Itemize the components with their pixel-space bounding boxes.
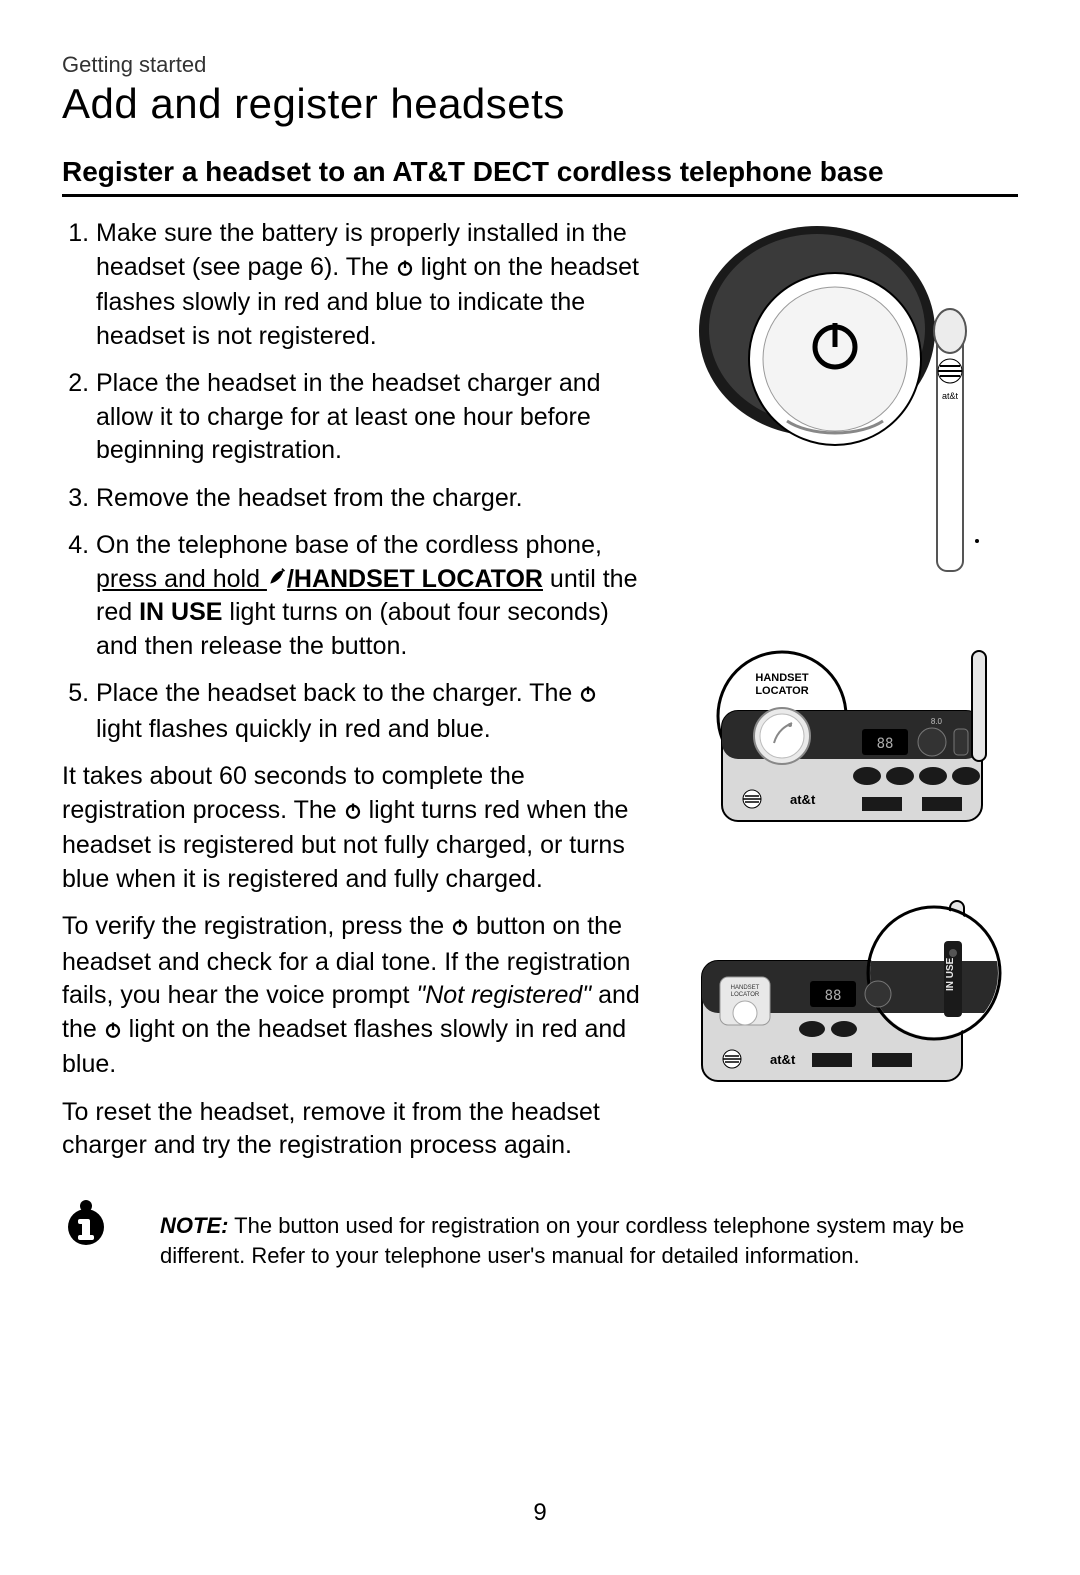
step-4: On the telephone base of the cordless ph… bbox=[96, 529, 642, 663]
step-5: Place the headset back to the charger. T… bbox=[96, 677, 642, 746]
power-icon bbox=[344, 796, 362, 830]
para2-a: To verify the registration, press the bbox=[62, 912, 451, 940]
image-column: at&t 88 bbox=[666, 217, 1018, 1163]
step-4-text-b: press and hold bbox=[96, 565, 267, 593]
svg-text:8.0: 8.0 bbox=[931, 717, 943, 726]
power-icon bbox=[396, 253, 414, 287]
step-4-text-e: IN USE bbox=[139, 598, 222, 626]
svg-text:HANDSET: HANDSET bbox=[731, 985, 760, 991]
svg-text:88: 88 bbox=[825, 988, 842, 1004]
svg-text:LOCATOR: LOCATOR bbox=[755, 685, 808, 697]
note-label: NOTE: bbox=[160, 1213, 228, 1238]
page-number: 9 bbox=[0, 1499, 1080, 1527]
step-4-text-c: /HANDSET LOCATOR bbox=[287, 565, 543, 593]
para2-c: "Not registered" bbox=[416, 981, 591, 1009]
manual-page: Getting started Add and register headset… bbox=[0, 0, 1080, 1575]
step-5-text-b: light flashes quickly in red and blue. bbox=[96, 715, 491, 743]
figure-base-inuse: IN USE HANDSET LOCATOR 88 bbox=[682, 881, 1002, 1111]
para2-e: light on the headset flashes slowly in r… bbox=[62, 1015, 626, 1079]
svg-text:HANDSET: HANDSET bbox=[755, 672, 808, 684]
content-columns: Make sure the battery is properly instal… bbox=[62, 217, 1018, 1163]
paragraph-3: To reset the headset, remove it from the… bbox=[62, 1096, 642, 1163]
step-4-underline: press and hold /HANDSET LOCATOR bbox=[96, 565, 543, 593]
steps-list: Make sure the battery is properly instal… bbox=[62, 217, 642, 746]
leaf-icon bbox=[267, 565, 287, 593]
note-text: NOTE: The button used for registration o… bbox=[120, 1199, 1018, 1273]
svg-text:IN USE: IN USE bbox=[945, 957, 956, 991]
step-1: Make sure the battery is properly instal… bbox=[96, 217, 642, 353]
note-block: NOTE: The button used for registration o… bbox=[62, 1199, 1018, 1273]
page-title: Add and register headsets bbox=[62, 80, 1018, 128]
power-icon bbox=[104, 1015, 122, 1049]
svg-text:at&t: at&t bbox=[790, 792, 816, 807]
info-icon bbox=[62, 1199, 110, 1252]
power-icon bbox=[579, 679, 597, 713]
breadcrumb: Getting started bbox=[62, 52, 1018, 78]
paragraph-2: To verify the registration, press the bu… bbox=[62, 910, 642, 1082]
text-column: Make sure the battery is properly instal… bbox=[62, 217, 642, 1163]
svg-text:LOCATOR: LOCATOR bbox=[731, 992, 760, 998]
step-4-text-a: On the telephone base of the cordless ph… bbox=[96, 531, 602, 559]
note-body: The button used for registration on your… bbox=[160, 1213, 964, 1269]
paragraph-1: It takes about 60 seconds to complete th… bbox=[62, 760, 642, 896]
section-heading: Register a headset to an AT&T DECT cordl… bbox=[62, 156, 1018, 197]
power-icon bbox=[451, 912, 469, 946]
step-2: Place the headset in the headset charger… bbox=[96, 367, 642, 468]
step-3: Remove the headset from the charger. bbox=[96, 482, 642, 516]
step-5-text-a: Place the headset back to the charger. T… bbox=[96, 679, 579, 707]
figure-base-locator: 88 bbox=[682, 611, 1002, 851]
svg-text:at&t: at&t bbox=[770, 1052, 796, 1067]
att-label: at&t bbox=[942, 391, 959, 401]
svg-text:88: 88 bbox=[877, 736, 894, 752]
figure-headset: at&t bbox=[687, 221, 997, 581]
